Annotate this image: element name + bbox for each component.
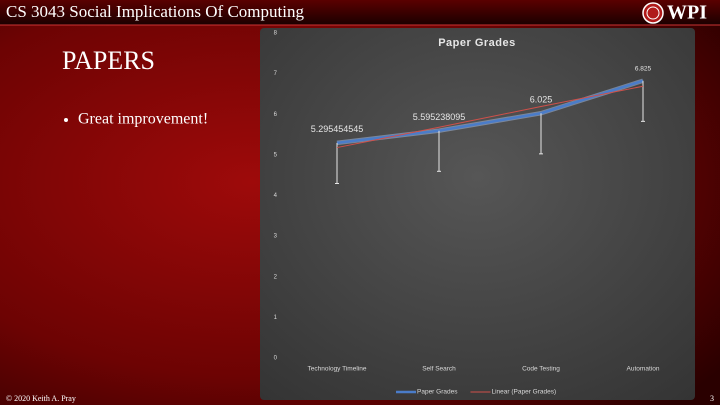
header-bar — [0, 0, 720, 25]
legend-label: Linear (Paper Grades) — [491, 389, 556, 396]
x-tick-label: Code Testing — [522, 366, 560, 373]
x-tick-label: Self Search — [422, 366, 456, 373]
x-tick-label: Technology Timeline — [308, 366, 367, 373]
trend-line — [336, 85, 644, 149]
bullet-text: Great improvement! — [78, 111, 208, 128]
y-tick-label: 5 — [274, 152, 278, 158]
y-tick-label: 0 — [274, 356, 278, 362]
header-title: CS 3043 Social Implications Of Computing — [6, 2, 304, 21]
data-label: 6.025 — [530, 95, 553, 105]
logo-seal — [642, 2, 664, 24]
data-label: 5.295454545 — [311, 124, 364, 134]
y-tick-label: 3 — [274, 234, 278, 240]
legend-label: Paper Grades — [417, 389, 458, 396]
series-line — [336, 79, 644, 145]
chart-area — [260, 28, 695, 400]
slide-title: PAPERS — [62, 46, 155, 75]
y-tick-label: 6 — [274, 112, 278, 118]
bullet-dot — [64, 118, 68, 122]
footer-copyright: © 2020 Keith A. Pray — [6, 394, 76, 403]
y-tick-label: 2 — [274, 274, 278, 280]
y-tick-label: 8 — [274, 31, 278, 37]
y-tick-label: 7 — [274, 71, 278, 77]
logo-seal-inner — [646, 6, 660, 20]
logo-text: WPI — [667, 2, 707, 24]
page-number: 3 — [710, 394, 714, 403]
chart-title: Paper Grades — [438, 37, 516, 49]
data-label: 5.595238095 — [413, 112, 466, 122]
y-tick-label: 1 — [274, 315, 278, 321]
data-label: 6.825 — [635, 65, 652, 72]
x-tick-label: Automation — [627, 366, 660, 373]
y-tick-label: 4 — [274, 193, 278, 199]
